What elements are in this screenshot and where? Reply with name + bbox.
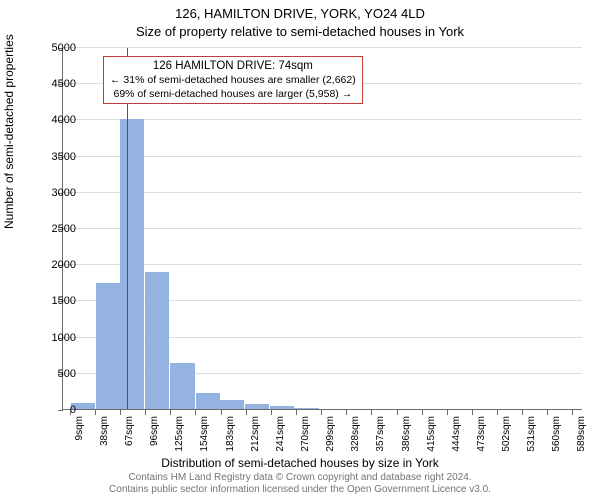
xtick-label: 589sqm [576, 416, 587, 452]
xtick-label: 560sqm [551, 416, 562, 452]
xtick-mark [371, 410, 372, 415]
ytick-label: 2000 [36, 259, 76, 271]
xtick-label: 299sqm [325, 416, 336, 452]
xtick-mark [195, 410, 196, 415]
xtick-mark [120, 410, 121, 415]
xtick-label: 9sqm [74, 416, 85, 440]
xtick-label: 328sqm [350, 416, 361, 452]
footnote-line2: Contains public sector information licen… [0, 484, 600, 496]
chart-plot-area: 126 HAMILTON DRIVE: 74sqm ← 31% of semi-… [62, 48, 582, 410]
annotation-property-size: 126 HAMILTON DRIVE: 74sqm [110, 59, 356, 74]
xtick-label: 531sqm [526, 416, 537, 452]
xtick-mark [145, 410, 146, 415]
xtick-label: 473sqm [476, 416, 487, 452]
y-axis-label: Number of semi-detached properties [2, 34, 16, 229]
ytick-label: 3000 [36, 187, 76, 199]
xtick-label: 386sqm [401, 416, 412, 452]
annotation-box: 126 HAMILTON DRIVE: 74sqm ← 31% of semi-… [103, 56, 363, 104]
xtick-label: 502sqm [501, 416, 512, 452]
histogram-bar [220, 400, 244, 409]
xtick-mark [422, 410, 423, 415]
xtick-mark [547, 410, 548, 415]
xtick-mark [271, 410, 272, 415]
xtick-mark [95, 410, 96, 415]
xtick-label: 67sqm [124, 416, 135, 446]
chart-title-address: 126, HAMILTON DRIVE, YORK, YO24 4LD [0, 6, 600, 21]
xtick-mark [572, 410, 573, 415]
xtick-mark [70, 410, 71, 415]
xtick-label: 96sqm [149, 416, 160, 446]
ytick-label: 3500 [36, 151, 76, 163]
xtick-mark [170, 410, 171, 415]
xtick-mark [221, 410, 222, 415]
xtick-label: 212sqm [250, 416, 261, 452]
annotation-smaller-pct: ← 31% of semi-detached houses are smalle… [110, 74, 356, 88]
xtick-mark [246, 410, 247, 415]
xtick-label: 38sqm [99, 416, 110, 446]
histogram-bar [170, 363, 194, 409]
annotation-larger-pct: 69% of semi-detached houses are larger (… [110, 88, 356, 102]
x-axis-label: Distribution of semi-detached houses by … [0, 456, 600, 470]
ytick-label: 500 [36, 368, 76, 380]
xtick-label: 357sqm [375, 416, 386, 452]
xtick-mark [321, 410, 322, 415]
xtick-mark [346, 410, 347, 415]
xtick-mark [522, 410, 523, 415]
xtick-label: 241sqm [275, 416, 286, 452]
ytick-label: 4000 [36, 114, 76, 126]
histogram-bar [270, 406, 294, 409]
xtick-label: 125sqm [174, 416, 185, 452]
xtick-label: 183sqm [225, 416, 236, 452]
histogram-bar [245, 404, 269, 409]
chart-subtitle: Size of property relative to semi-detach… [0, 24, 600, 39]
ytick-label: 4500 [36, 78, 76, 90]
ytick-label: 5000 [36, 42, 76, 54]
ytick-label: 1000 [36, 332, 76, 344]
xtick-mark [497, 410, 498, 415]
histogram-bar [196, 393, 220, 409]
xtick-mark [472, 410, 473, 415]
ytick-label: 2500 [36, 223, 76, 235]
chart-container: 126, HAMILTON DRIVE, YORK, YO24 4LD Size… [0, 0, 600, 500]
xtick-mark [296, 410, 297, 415]
histogram-bar [294, 408, 318, 409]
histogram-bar [120, 119, 144, 409]
chart-footnote: Contains HM Land Registry data © Crown c… [0, 472, 600, 496]
ytick-label: 1500 [36, 295, 76, 307]
histogram-bar [96, 283, 120, 409]
footnote-line1: Contains HM Land Registry data © Crown c… [0, 472, 600, 484]
xtick-label: 415sqm [426, 416, 437, 452]
xtick-mark [397, 410, 398, 415]
histogram-bar [145, 272, 169, 409]
xtick-mark [447, 410, 448, 415]
xtick-label: 444sqm [451, 416, 462, 452]
xtick-label: 270sqm [300, 416, 311, 452]
xtick-label: 154sqm [199, 416, 210, 452]
gridline [63, 47, 582, 48]
